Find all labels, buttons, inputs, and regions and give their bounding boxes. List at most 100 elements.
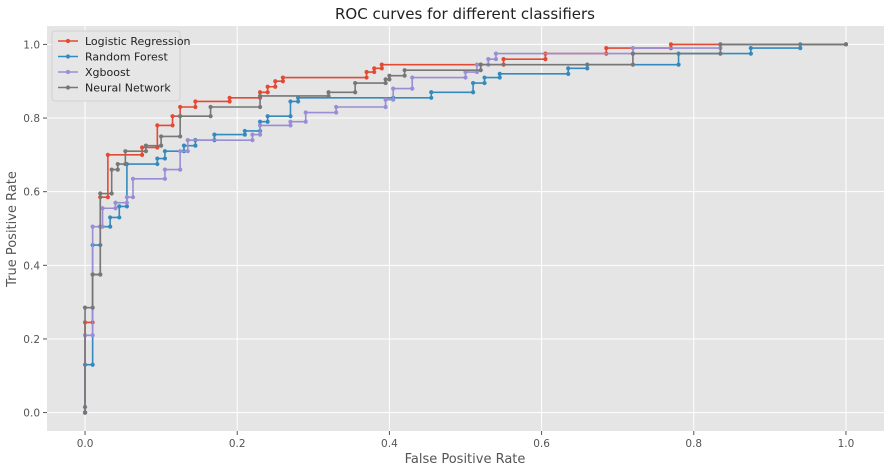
data-point <box>257 104 263 110</box>
data-point <box>250 138 255 143</box>
chart-title: ROC curves for different classifiers <box>335 5 595 23</box>
y-tick-label: 1.0 <box>23 39 40 51</box>
data-point <box>402 68 407 73</box>
series-random-forest <box>82 42 849 415</box>
data-point <box>123 149 128 154</box>
data-point <box>303 119 308 124</box>
data-point <box>585 66 590 71</box>
y-tick-label: 0.8 <box>23 113 40 125</box>
series-line-neural-network <box>84 43 846 413</box>
data-point <box>170 123 175 128</box>
data-point <box>566 71 571 76</box>
data-point <box>250 132 255 137</box>
data-point <box>387 73 392 78</box>
data-point <box>280 79 285 84</box>
data-point <box>383 77 388 82</box>
data-point <box>493 51 499 56</box>
data-point <box>90 305 95 310</box>
data-point <box>326 90 331 95</box>
data-point <box>410 75 415 80</box>
data-point <box>748 45 753 51</box>
data-point <box>630 51 636 56</box>
data-point <box>143 149 149 154</box>
data-point <box>501 57 506 62</box>
data-point <box>90 224 95 229</box>
data-point <box>178 149 183 154</box>
data-point <box>181 143 187 148</box>
data-point <box>193 99 198 104</box>
data-point <box>117 204 122 209</box>
data-point <box>478 62 483 67</box>
data-point <box>630 45 636 51</box>
data-point <box>178 104 183 110</box>
data-point <box>257 93 263 99</box>
x-tick-label: 0.4 <box>381 438 398 450</box>
data-point <box>482 75 487 80</box>
data-point <box>242 132 247 137</box>
data-point <box>280 75 285 80</box>
data-point <box>482 80 487 86</box>
data-point <box>193 143 198 148</box>
data-point <box>372 66 377 71</box>
data-point <box>391 86 396 91</box>
data-point <box>178 167 183 172</box>
data-point <box>159 134 164 139</box>
data-point <box>257 132 263 137</box>
data-point <box>159 143 164 148</box>
data-point <box>130 195 136 200</box>
data-point <box>748 51 753 56</box>
data-point <box>185 149 190 154</box>
data-point <box>429 90 434 95</box>
data-point <box>334 104 339 110</box>
legend-label: Xgboost <box>85 66 131 79</box>
data-point <box>543 57 548 62</box>
data-point <box>265 84 270 89</box>
data-point <box>604 45 609 51</box>
data-point <box>273 84 278 89</box>
data-point <box>391 97 396 102</box>
x-tick-label: 1.0 <box>838 438 855 450</box>
legend-label: Random Forest <box>85 51 168 64</box>
data-point <box>497 71 502 76</box>
y-axis-label: True Positive Rate <box>5 171 20 288</box>
data-point <box>130 176 136 181</box>
data-point <box>227 95 232 100</box>
data-point <box>364 75 369 80</box>
data-point <box>162 176 168 181</box>
data-point <box>208 114 213 119</box>
legend-marker <box>65 38 71 44</box>
data-point <box>170 114 175 119</box>
data-point <box>90 333 95 338</box>
data-point <box>326 93 331 99</box>
data-point <box>718 51 723 56</box>
data-point <box>383 80 388 86</box>
data-point <box>387 77 392 82</box>
data-point <box>143 143 149 148</box>
data-point <box>98 272 103 277</box>
data-point <box>471 90 476 95</box>
data-point <box>288 99 293 104</box>
data-point <box>257 90 263 95</box>
data-point <box>798 45 803 51</box>
data-point <box>90 272 95 277</box>
legend-marker <box>65 69 71 75</box>
data-point <box>676 62 681 67</box>
x-tick-label: 0.2 <box>229 438 246 450</box>
data-point <box>117 215 122 220</box>
data-point <box>105 195 110 200</box>
legend-box <box>51 30 181 102</box>
data-point <box>493 57 499 62</box>
data-point <box>364 69 369 75</box>
data-point <box>140 152 145 157</box>
data-point <box>98 191 103 196</box>
y-tick-label: 0.0 <box>23 408 40 420</box>
y-tick-label: 0.4 <box>23 260 40 272</box>
data-point <box>124 204 129 209</box>
data-point <box>140 145 145 150</box>
data-point <box>265 90 270 95</box>
data-point <box>82 410 88 415</box>
y-tick-label: 0.6 <box>23 187 40 199</box>
data-point <box>242 128 247 134</box>
data-point <box>379 66 384 71</box>
